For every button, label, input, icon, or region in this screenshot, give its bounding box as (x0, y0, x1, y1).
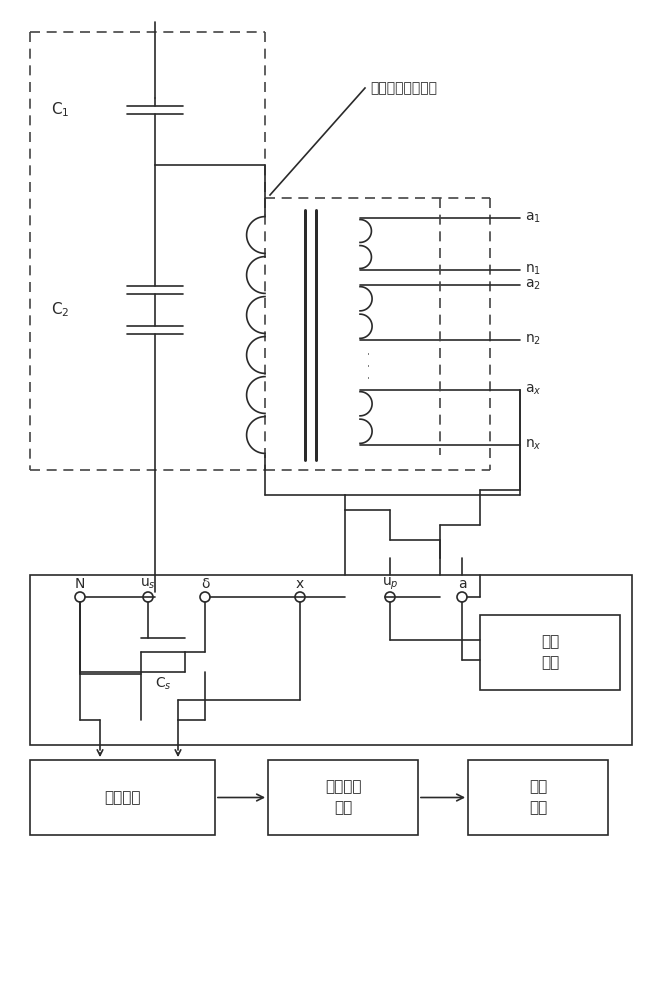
Text: 电容式电压互感器: 电容式电压互感器 (370, 81, 437, 95)
Bar (480, 615, 620, 690)
Text: ·  ·  ·: · · · (363, 351, 377, 379)
Bar (30, 760, 215, 835)
Text: N: N (75, 577, 85, 591)
Text: δ: δ (201, 577, 209, 591)
Text: a$_1$: a$_1$ (525, 211, 541, 225)
Bar (468, 760, 608, 835)
Text: u$_s$: u$_s$ (140, 577, 156, 591)
Text: a: a (457, 577, 466, 591)
Text: C$_2$: C$_2$ (51, 301, 70, 319)
Bar (30, 575, 632, 745)
Text: n$_1$: n$_1$ (525, 263, 541, 277)
Text: 显示
模块: 显示 模块 (529, 780, 547, 816)
Text: 相位比较
模块: 相位比较 模块 (325, 780, 361, 816)
Text: 电源
模块: 电源 模块 (541, 635, 559, 670)
Text: C$_s$: C$_s$ (155, 676, 171, 692)
Text: a$_2$: a$_2$ (525, 278, 541, 292)
Text: n$_2$: n$_2$ (525, 333, 541, 347)
Text: 测量模块: 测量模块 (104, 790, 141, 805)
Text: x: x (296, 577, 304, 591)
Bar (268, 760, 418, 835)
Text: C$_1$: C$_1$ (51, 101, 70, 119)
Text: a$_x$: a$_x$ (525, 383, 542, 397)
Text: u$_p$: u$_p$ (382, 576, 399, 592)
Text: n$_x$: n$_x$ (525, 438, 542, 452)
